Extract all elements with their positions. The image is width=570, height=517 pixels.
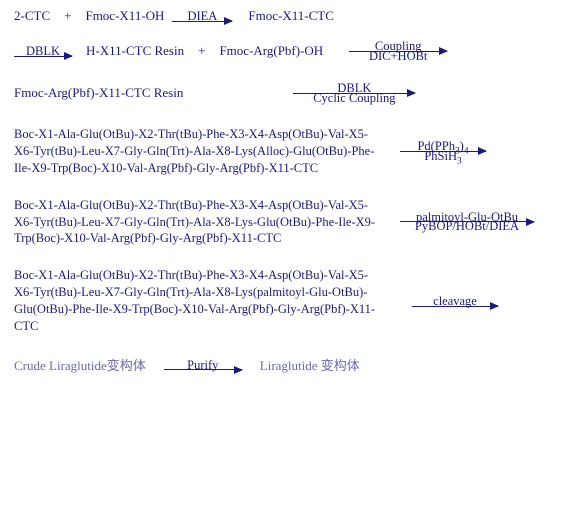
product-h-x11-ctc: H-X11-CTC Resin <box>86 43 184 59</box>
step-5: Boc-X1-Ala-Glu(OtBu)-X2-Thr(tBu)-Phe-X3-… <box>14 197 556 248</box>
peptide-block-alloc: Boc-X1-Ala-Glu(OtBu)-X2-Thr(tBu)-Phe-X3-… <box>14 126 382 177</box>
arrow-icon <box>293 93 415 94</box>
label-pd-sub2: 4 <box>464 147 469 157</box>
reagent-2-ctc: 2-CTC <box>14 8 50 24</box>
reagent-fmoc-x11-oh: Fmoc-X11-OH <box>85 8 164 24</box>
reaction-scheme: 2-CTC + Fmoc-X11-OH DIEA Fmoc-X11-CTC DB… <box>0 0 570 374</box>
arrow-icon <box>14 56 72 57</box>
arrow-dblk-1: DBLK <box>14 45 72 57</box>
arrow-cleavage: cleavage <box>412 295 498 307</box>
step-1: 2-CTC + Fmoc-X11-OH DIEA Fmoc-X11-CTC <box>14 8 556 24</box>
arrow-diea: DIEA <box>172 10 232 22</box>
plus-symbol: + <box>198 43 205 59</box>
plus-symbol: + <box>64 8 71 24</box>
final-product: Liraglutide 变构体 <box>260 355 360 374</box>
step-3: Fmoc-Arg(Pbf)-X11-CTC Resin DBLK Cyclic … <box>14 82 556 104</box>
crude-product: Crude Liraglutide变构体 <box>14 355 146 374</box>
arrow-icon <box>172 21 232 22</box>
step-6: Boc-X1-Ala-Glu(OtBu)-X2-Thr(tBu)-Phe-X3-… <box>14 267 556 335</box>
arrow-icon <box>400 221 534 222</box>
arrow-coupling: Coupling DIC+HOBt <box>349 40 447 62</box>
peptide-block-palmitoyl: Boc-X1-Ala-Glu(OtBu)-X2-Thr(tBu)-Phe-X3-… <box>14 267 382 335</box>
arrow-palmitoyl: palmitoyl-Glu-OtBu PyBOP/HOBt/DIEA <box>400 211 534 233</box>
arrow-purify: Purify <box>164 359 242 371</box>
arrow-icon <box>164 369 242 370</box>
arrow-pd: Pd(PPh3)4 PhSiH3 <box>400 140 486 162</box>
reagent-fmoc-arg-pbf-oh: Fmoc-Arg(Pbf)-OH <box>219 43 323 59</box>
arrow-icon <box>412 306 498 307</box>
step-7: Crude Liraglutide变构体 Purify Liraglutide … <box>14 355 556 374</box>
step-4: Boc-X1-Ala-Glu(OtBu)-X2-Thr(tBu)-Phe-X3-… <box>14 126 556 177</box>
product-fmoc-x11-ctc: Fmoc-X11-CTC <box>248 8 333 24</box>
label-phsih-sub: 3 <box>457 156 462 166</box>
arrow-icon <box>400 151 486 152</box>
product-fmoc-arg-pbf-x11: Fmoc-Arg(Pbf)-X11-CTC Resin <box>14 85 183 101</box>
peptide-block-free-lys: Boc-X1-Ala-Glu(OtBu)-X2-Thr(tBu)-Phe-X3-… <box>14 197 382 248</box>
arrow-icon <box>349 51 447 52</box>
arrow-dblk-cyclic: DBLK Cyclic Coupling <box>293 82 415 104</box>
step-2: DBLK H-X11-CTC Resin + Fmoc-Arg(Pbf)-OH … <box>14 40 556 62</box>
